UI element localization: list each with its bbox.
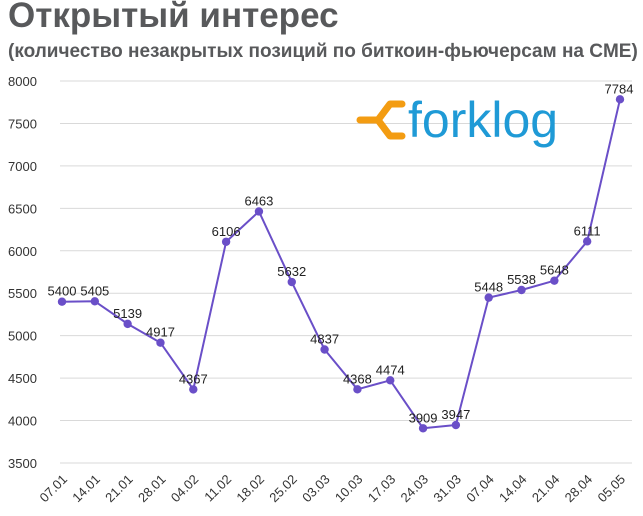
- data-label: 4368: [343, 371, 372, 386]
- series-line-path: [61, 99, 621, 430]
- y-tick-label: 8000: [8, 74, 37, 89]
- x-tick-label: 18.02: [233, 472, 267, 506]
- x-tick-label: 17.03: [365, 472, 399, 506]
- x-tick-label: 05.05: [595, 472, 629, 506]
- x-tick-label: 03.03: [299, 472, 333, 506]
- data-point: [418, 424, 428, 433]
- y-tick-label: 4500: [8, 371, 37, 386]
- data-label: 3947: [441, 407, 470, 422]
- x-axis-ticks: 07.01 14.01 21.01 28.01 04.02 11.02 18.02 25.02…: [37, 472, 629, 506]
- x-tick-label: 07.01: [37, 472, 71, 506]
- data-label: 5448: [474, 280, 503, 295]
- x-tick-label: 24.03: [398, 472, 432, 506]
- data-point: [123, 319, 132, 329]
- data-point: [550, 276, 559, 285]
- data-point: [353, 385, 362, 394]
- y-tick-label: 3500: [8, 456, 37, 471]
- data-point: [90, 297, 100, 306]
- data-point: [582, 237, 592, 246]
- data-point: [57, 297, 67, 306]
- x-tick-label: 11.02: [201, 472, 234, 505]
- data-point: [484, 293, 493, 302]
- chart-subtitle: (количество незакрытых позиций по биткои…: [8, 41, 638, 62]
- x-tick-label: 28.04: [562, 472, 596, 506]
- data-point: [451, 420, 461, 430]
- x-tick-label: 04.02: [168, 472, 202, 506]
- y-tick-label: 6000: [8, 244, 37, 259]
- y-tick-label: 5000: [8, 329, 37, 344]
- x-tick-label: 31.03: [430, 472, 464, 506]
- series-line: [61, 99, 621, 430]
- data-label: 6111: [574, 223, 601, 238]
- x-tick-label: 07.04: [463, 472, 497, 506]
- data-label: 7784: [605, 81, 634, 96]
- data-label: 4474: [376, 362, 405, 377]
- forklog-logo: forklog: [356, 92, 558, 148]
- data-point: [189, 385, 198, 394]
- data-label: 5632: [277, 264, 306, 279]
- data-label: 4837: [310, 332, 339, 347]
- data-point: [386, 376, 395, 385]
- data-point: [517, 285, 526, 295]
- data-label: 5648: [540, 263, 569, 278]
- data-point: [156, 338, 165, 347]
- x-tick-label: 25.02: [266, 472, 300, 506]
- data-point: [221, 237, 231, 246]
- x-tick-label: 10.03: [332, 472, 366, 506]
- logo-wordmark: forklog: [408, 92, 558, 148]
- data-point: [287, 277, 296, 287]
- data-label: 5405: [80, 283, 109, 298]
- data-label: 5400: [48, 284, 77, 299]
- data-label: 4367: [179, 371, 208, 386]
- y-tick-label: 7500: [8, 116, 37, 131]
- x-tick-label: 21.01: [102, 472, 136, 506]
- x-tick-label: 28.01: [135, 472, 169, 506]
- data-point: [320, 345, 329, 354]
- data-point: [254, 207, 264, 216]
- data-label: 5538: [507, 272, 536, 287]
- y-tick-label: 7000: [8, 159, 37, 174]
- x-tick-label: 14.01: [69, 472, 103, 506]
- x-tick-label: 14.04: [496, 472, 530, 506]
- y-tick-label: 5500: [8, 286, 37, 301]
- fork-arrow-icon: [356, 100, 406, 140]
- gridlines: [60, 80, 632, 464]
- data-label: 6463: [244, 193, 273, 208]
- data-point: [615, 95, 625, 104]
- y-tick-label: 4000: [8, 414, 37, 429]
- data-points: [57, 95, 625, 433]
- data-label: 5139: [113, 306, 142, 321]
- data-labels: 5400 5405 5139 4917 4367 6106 6463 5632 4837 4368…: [48, 81, 634, 425]
- data-label: 4917: [146, 325, 175, 340]
- x-tick-label: 21.04: [529, 472, 563, 506]
- chart-title: Открытый интерес: [8, 0, 339, 35]
- data-label: 6106: [212, 224, 241, 239]
- data-label: 3909: [409, 410, 438, 425]
- y-axis-ticks: 3500 4000 4500 5000 5500 6000 6500 7000 7500 8000: [8, 74, 37, 471]
- y-tick-label: 6500: [8, 201, 37, 216]
